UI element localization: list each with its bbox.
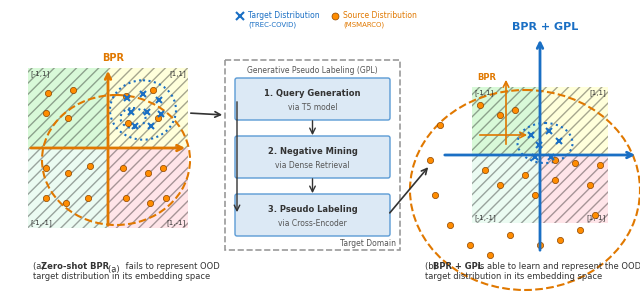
Text: [-1,-1]: [-1,-1] <box>30 219 52 226</box>
FancyBboxPatch shape <box>28 148 108 228</box>
Text: BPR: BPR <box>102 53 124 63</box>
Text: Zero-shot BPR: Zero-shot BPR <box>41 262 109 271</box>
Text: BPR + GPL: BPR + GPL <box>512 22 578 32</box>
Text: Generative Pseudo Labeling (GPL): Generative Pseudo Labeling (GPL) <box>247 66 378 75</box>
Text: [-1,-1]: [-1,-1] <box>474 214 496 221</box>
Text: target distribution in its embedding space: target distribution in its embedding spa… <box>425 272 602 281</box>
Text: (a): (a) <box>33 262 47 271</box>
Text: [1,-1]: [1,-1] <box>167 219 186 226</box>
Text: Target Distribution: Target Distribution <box>248 11 319 21</box>
Text: fails to represent OOD: fails to represent OOD <box>123 262 220 271</box>
Text: via T5 model: via T5 model <box>288 103 337 112</box>
Text: [-1,1]: [-1,1] <box>30 70 49 77</box>
FancyBboxPatch shape <box>28 68 108 148</box>
Text: 2. Negative Mining: 2. Negative Mining <box>268 146 357 156</box>
Text: via Dense Retrieval: via Dense Retrieval <box>275 161 350 169</box>
FancyBboxPatch shape <box>108 68 188 148</box>
FancyBboxPatch shape <box>235 194 390 236</box>
Text: (TREC-COVID): (TREC-COVID) <box>248 22 296 28</box>
Text: via Cross-Encoder: via Cross-Encoder <box>278 219 347 227</box>
Text: 3. Pseudo Labeling: 3. Pseudo Labeling <box>268 205 357 214</box>
FancyBboxPatch shape <box>540 87 608 155</box>
FancyBboxPatch shape <box>540 155 608 223</box>
Text: [1,1]: [1,1] <box>589 89 606 96</box>
FancyBboxPatch shape <box>235 136 390 178</box>
Text: BPR + GPL: BPR + GPL <box>433 262 483 271</box>
Text: is able to learn and represent the OOD: is able to learn and represent the OOD <box>475 262 640 271</box>
Text: Target Domain: Target Domain <box>340 239 396 248</box>
Text: (a): (a) <box>108 265 122 274</box>
FancyBboxPatch shape <box>472 87 540 155</box>
FancyBboxPatch shape <box>108 148 188 228</box>
FancyBboxPatch shape <box>472 155 540 223</box>
Text: Source Distribution: Source Distribution <box>343 11 417 21</box>
Text: (MSMARCO): (MSMARCO) <box>343 22 384 28</box>
Text: BPR: BPR <box>477 73 496 82</box>
FancyBboxPatch shape <box>235 78 390 120</box>
Text: 1. Query Generation: 1. Query Generation <box>264 88 361 98</box>
Text: [1,-1]: [1,-1] <box>587 214 606 221</box>
Text: [-1,1]: [-1,1] <box>474 89 493 96</box>
Text: [1,1]: [1,1] <box>169 70 186 77</box>
Text: target distribution in its embedding space: target distribution in its embedding spa… <box>33 272 211 281</box>
Text: (b): (b) <box>425 262 440 271</box>
